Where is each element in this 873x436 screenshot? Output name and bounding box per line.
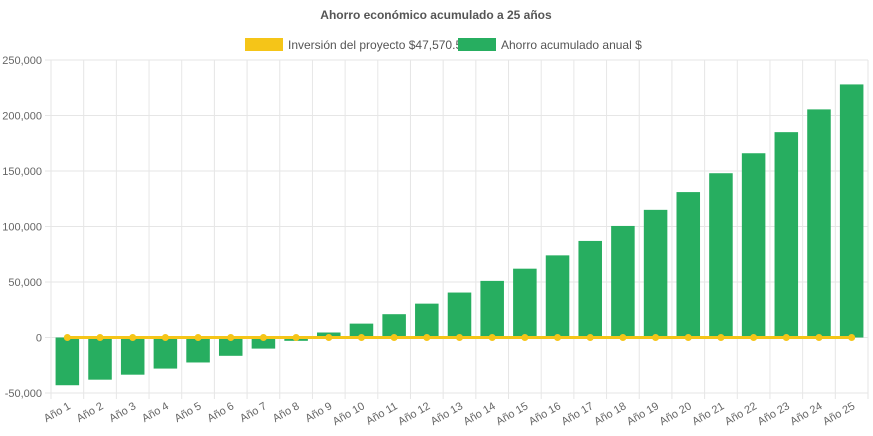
- line-point: [423, 334, 431, 341]
- bar: [120, 337, 145, 375]
- y-tick-label: 100,000: [2, 222, 42, 234]
- line-point: [96, 334, 104, 341]
- x-tick-label: Año 21: [690, 400, 726, 428]
- x-axis: Año 1 Año 2 Año 3 Año 4 Año 5 Año 6 Año 7 Año 8…: [42, 400, 857, 428]
- x-tick-label: Año 4: [140, 400, 171, 425]
- line-point: [456, 334, 463, 341]
- chart-title: Ahorro económico acumulado a 25 años: [320, 8, 552, 22]
- line-point: [390, 334, 398, 341]
- bar: [415, 303, 439, 338]
- x-tick-label: Año 25: [821, 400, 857, 428]
- line-point: [717, 334, 725, 341]
- x-tick-label: Año 8: [271, 400, 302, 425]
- x-tick-label: Año 7: [238, 400, 269, 425]
- line-point: [194, 334, 202, 341]
- line-point: [129, 334, 137, 341]
- bar: [774, 132, 799, 338]
- x-tick-label: Año 13: [429, 400, 465, 428]
- bar: [839, 84, 864, 338]
- x-tick-label: Año 20: [658, 400, 694, 428]
- line-point: [227, 334, 235, 341]
- x-tick-label: Año 17: [560, 400, 596, 428]
- bar-series: [55, 84, 864, 386]
- bar: [480, 280, 504, 338]
- legend-label-savings[interactable]: Ahorro acumulado anual $: [501, 38, 642, 52]
- bar: [88, 337, 112, 380]
- y-tick-label: -50,000: [5, 388, 42, 400]
- x-tick-label: Año 5: [173, 400, 204, 425]
- legend-swatch-investment[interactable]: [245, 38, 283, 51]
- line-point: [750, 334, 758, 341]
- bar: [447, 292, 472, 338]
- x-tick-label: Año 9: [303, 400, 334, 425]
- bar: [382, 314, 406, 338]
- y-tick-label: 50,000: [8, 277, 42, 289]
- line-point: [848, 334, 856, 341]
- line-series: [63, 334, 856, 341]
- x-tick-label: Año 3: [107, 400, 138, 425]
- x-tick-label: Año 14: [461, 400, 497, 428]
- line-point: [652, 334, 660, 341]
- bar: [709, 173, 733, 338]
- line-point: [586, 334, 594, 341]
- x-tick-label: Año 22: [723, 400, 759, 428]
- bar: [676, 192, 701, 338]
- x-tick-label: Año 12: [396, 400, 432, 428]
- bar: [611, 225, 635, 338]
- line-point: [259, 334, 267, 341]
- x-tick-label: Año 24: [788, 400, 824, 428]
- x-tick-label: Año 6: [205, 400, 236, 425]
- line-point: [815, 334, 823, 341]
- line-point: [782, 334, 790, 341]
- bar: [186, 337, 210, 363]
- line-point: [521, 334, 529, 341]
- bar: [218, 337, 243, 356]
- x-tick-label: Año 18: [592, 400, 628, 428]
- x-tick-label: Año 11: [364, 400, 399, 427]
- x-tick-label: Año 19: [625, 400, 661, 428]
- line-point: [325, 334, 333, 341]
- y-axis: 250,000 200,000 150,000 100,000 50,000 0 -50,0…: [2, 55, 42, 400]
- x-tick-label: Año 23: [756, 400, 792, 428]
- bar: [251, 337, 276, 349]
- line-point: [161, 334, 169, 341]
- line-point: [619, 334, 627, 341]
- bar: [741, 153, 766, 338]
- x-tick-label: Año 10: [331, 400, 367, 428]
- legend: Inversión del proyecto $47,570.51 Ahorro…: [245, 38, 642, 52]
- line-point: [292, 334, 300, 341]
- legend-swatch-savings[interactable]: [458, 38, 496, 51]
- x-tick-label: Año 1: [42, 400, 73, 425]
- y-tick-label: 200,000: [2, 111, 42, 123]
- x-tick-label: Año 15: [494, 400, 530, 428]
- bar: [807, 109, 831, 338]
- y-tick-label: 250,000: [2, 55, 42, 67]
- bar: [349, 323, 374, 338]
- x-tick-label: Año 2: [75, 400, 106, 425]
- bar: [643, 209, 668, 338]
- line-point: [63, 334, 71, 341]
- y-tick-label: 150,000: [2, 166, 42, 178]
- line-point: [554, 334, 562, 341]
- bar: [545, 255, 570, 338]
- bar: [513, 268, 537, 338]
- line-point: [684, 334, 692, 341]
- bar: [578, 240, 602, 338]
- bar: [153, 337, 178, 369]
- bar: [55, 337, 80, 386]
- line-point: [488, 334, 496, 341]
- x-tick-label: Año 16: [527, 400, 563, 428]
- legend-label-investment[interactable]: Inversión del proyecto $47,570.51: [288, 38, 469, 52]
- y-tick-label: 0: [36, 333, 42, 345]
- line-point: [357, 334, 365, 341]
